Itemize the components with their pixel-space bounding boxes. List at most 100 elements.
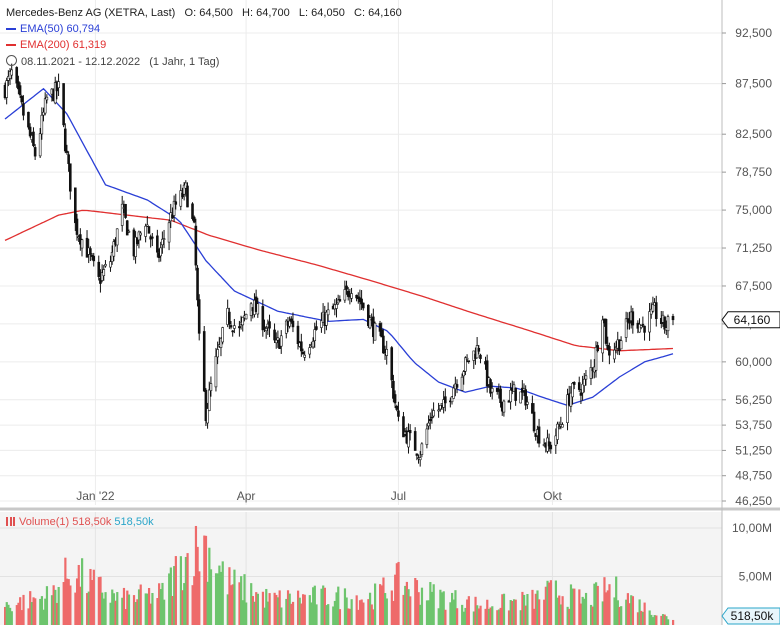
volume-bar [641,611,645,625]
volume-bar [54,589,57,625]
volume-bar [67,579,70,625]
candle-body [577,382,581,390]
legend-volume[interactable]: Volume(1) 518,50k 518,50k [6,516,154,528]
volume-bar [320,588,323,625]
volume-bar [296,590,300,625]
candle-body [159,247,162,257]
last-volume-label: 518,50k [731,609,775,623]
volume-bar [601,601,604,625]
volume-bar [206,581,209,625]
candle-body [639,325,643,328]
candle-body [62,83,65,126]
candle-body [139,232,142,236]
y-tick-label: 82,500 [735,127,772,141]
candle-body [455,384,459,388]
candle-body [109,261,112,268]
volume-bar [653,615,656,625]
volume-bar [338,609,342,625]
candle-body [301,351,305,355]
candle-body [537,426,541,444]
candle-body [311,340,315,348]
candle-body [643,325,646,333]
volume-bar [92,569,95,625]
open-value: 64,500 [199,7,233,19]
candle-body [216,349,219,358]
candle-body [75,218,79,235]
volume-bar [116,592,119,625]
candle-body [624,318,628,338]
candle-body [296,325,300,345]
volume-bar [524,605,527,625]
y-tick-label: 92,500 [735,26,772,40]
candle-body [219,338,223,348]
volume-bar [132,595,136,625]
volume-bar [230,585,233,625]
y-tick-label: 78,750 [735,165,772,179]
volume-bar [219,571,223,625]
candle-body [151,236,154,239]
candle-body [547,441,551,447]
candle-body [413,431,417,451]
volume-bar [430,591,434,625]
volume-bar [486,599,489,625]
volume-bar [102,598,105,625]
volume-bar [121,597,124,625]
candle-body [233,325,236,329]
candle-body [601,319,604,354]
volume-bar [402,594,405,625]
candle-body [172,200,176,216]
volume-bar [204,535,208,625]
volume-bar [198,571,201,625]
volume-bar [228,567,231,625]
candle-body [308,347,312,355]
candle-body [509,389,512,403]
legend-ema200[interactable]: EMA(200) 61,319 [6,39,106,51]
candle-body [566,394,569,423]
volume-bar [372,609,375,625]
candle-body [641,323,645,326]
volume-bar [477,608,480,625]
volume-bar [625,599,628,625]
candle-body [462,371,466,377]
x-tick-label: Okt [543,489,562,503]
volume-bar [147,587,151,625]
legend-ema50[interactable]: EMA(50) 60,794 [6,23,100,35]
candle-body [268,321,271,329]
volume-bar [578,589,581,625]
candle-body [79,234,82,245]
volume-bar [370,604,373,625]
volume-bar [65,578,69,625]
candle-body [134,236,137,257]
candle-body [579,392,583,396]
close-value: 64,160 [368,7,402,19]
candle-body [10,69,13,76]
volume-bar [420,587,424,625]
volume-bar [186,553,189,625]
candle-body [532,411,536,432]
volume-bar [104,592,107,625]
candle-body [561,424,564,428]
candle-body [65,150,69,153]
candle-body [654,302,658,319]
volume-bar [594,582,598,625]
candle-body [444,396,447,404]
candle-body [197,299,201,334]
volume-bar [479,605,482,625]
volume-bar [208,547,211,625]
candle-body [495,387,499,392]
candle-body [229,325,233,328]
volume-bar [27,608,30,625]
candle-body [392,380,395,399]
candle-body [663,316,666,330]
volume-bar [394,574,397,625]
candle-body [571,382,574,398]
volume-bar [263,607,266,625]
volume-bar [64,557,67,625]
volume-bar [593,583,596,625]
candle-body [315,326,318,330]
y-tick-label: 60,000 [735,355,772,369]
candle-body [335,304,338,309]
volume-bar [5,602,8,625]
candle-body [303,354,306,358]
